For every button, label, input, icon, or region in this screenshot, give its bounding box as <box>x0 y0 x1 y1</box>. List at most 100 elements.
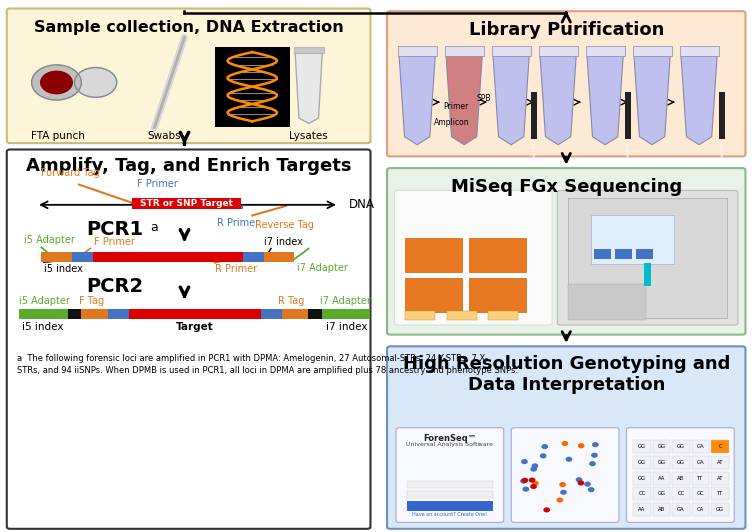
Bar <box>653 440 670 453</box>
Bar <box>407 481 493 488</box>
Circle shape <box>592 453 597 457</box>
Circle shape <box>531 467 536 471</box>
Text: Magnet: Magnet <box>531 142 536 162</box>
Bar <box>653 487 670 501</box>
Text: AT: AT <box>717 476 724 480</box>
Polygon shape <box>634 56 670 145</box>
Bar <box>568 284 647 320</box>
Text: i7 index: i7 index <box>325 322 367 332</box>
Bar <box>282 309 308 319</box>
Text: PCR1: PCR1 <box>87 220 144 239</box>
Text: Primer: Primer <box>443 102 468 111</box>
Bar <box>718 92 725 139</box>
Bar <box>625 92 632 139</box>
Text: a: a <box>150 221 157 234</box>
Circle shape <box>521 479 526 483</box>
Polygon shape <box>295 53 322 123</box>
Bar <box>712 487 729 501</box>
FancyBboxPatch shape <box>557 190 738 325</box>
Polygon shape <box>540 56 576 145</box>
Text: AB: AB <box>658 507 665 512</box>
Bar <box>672 487 690 501</box>
Text: Have an account? Create One!: Have an account? Create One! <box>413 512 487 517</box>
Bar <box>405 311 435 320</box>
FancyBboxPatch shape <box>387 346 745 529</box>
Text: Forward Tag: Forward Tag <box>41 168 100 178</box>
Text: Sample collection, DNA Extraction: Sample collection, DNA Extraction <box>34 20 343 35</box>
Bar <box>81 309 108 319</box>
FancyBboxPatch shape <box>7 9 370 143</box>
FancyBboxPatch shape <box>626 428 734 522</box>
Bar <box>108 309 129 319</box>
Circle shape <box>523 478 528 482</box>
Bar <box>633 487 651 501</box>
Circle shape <box>529 478 535 482</box>
Circle shape <box>566 458 572 461</box>
Circle shape <box>542 445 547 448</box>
Bar <box>243 252 264 262</box>
Bar <box>633 440 651 453</box>
Bar <box>633 472 651 485</box>
Text: Universal Analysis Software: Universal Analysis Software <box>407 442 493 446</box>
Text: GG: GG <box>638 476 646 480</box>
Bar <box>407 501 493 511</box>
FancyBboxPatch shape <box>395 190 552 325</box>
Bar <box>294 47 324 53</box>
Text: GG: GG <box>638 460 646 465</box>
Circle shape <box>562 442 568 445</box>
Bar <box>492 46 531 56</box>
Bar <box>590 215 674 264</box>
Text: i5 Adapter: i5 Adapter <box>19 296 70 306</box>
Bar <box>672 440 690 453</box>
Bar <box>538 46 578 56</box>
Text: GG: GG <box>657 492 666 496</box>
Bar <box>672 503 690 516</box>
Circle shape <box>578 481 584 485</box>
Circle shape <box>41 71 72 94</box>
Text: PCR2: PCR2 <box>87 277 144 296</box>
Text: F Primer: F Primer <box>137 179 178 189</box>
Bar <box>636 250 653 259</box>
Text: R Primer: R Primer <box>215 264 257 275</box>
Text: Amplify, Tag, and Enrich Targets: Amplify, Tag, and Enrich Targets <box>26 157 352 175</box>
Circle shape <box>541 454 546 458</box>
Circle shape <box>75 68 117 97</box>
Bar <box>469 238 526 272</box>
Text: Library Purification: Library Purification <box>468 21 664 39</box>
Text: GG: GG <box>677 444 685 450</box>
Text: CA: CA <box>697 507 704 512</box>
Bar <box>712 440 729 453</box>
Text: a  The following forensic loci are amplified in PCR1 with DPMA: Amelogenin, 27 A: a The following forensic loci are amplif… <box>17 354 519 375</box>
Text: GC: GC <box>697 492 704 496</box>
Circle shape <box>589 488 594 492</box>
Text: MiSeq FGx Sequencing: MiSeq FGx Sequencing <box>450 178 682 196</box>
FancyBboxPatch shape <box>511 428 619 522</box>
Text: AA: AA <box>639 507 645 512</box>
Text: GA: GA <box>697 444 704 450</box>
Circle shape <box>560 483 566 486</box>
FancyBboxPatch shape <box>387 11 745 156</box>
Bar <box>405 238 462 272</box>
Text: i5 index: i5 index <box>22 322 64 332</box>
Text: Lysates: Lysates <box>289 131 328 140</box>
Circle shape <box>32 65 81 100</box>
Circle shape <box>532 464 538 468</box>
Bar <box>712 456 729 469</box>
Text: C: C <box>718 444 722 450</box>
Bar <box>444 46 483 56</box>
Bar <box>531 92 538 139</box>
Bar <box>672 456 690 469</box>
Bar <box>586 46 625 56</box>
Text: Reverse Tag: Reverse Tag <box>255 220 313 230</box>
Bar <box>264 252 294 262</box>
Bar <box>644 263 651 286</box>
Bar <box>72 252 93 262</box>
Text: i7 Adapter: i7 Adapter <box>319 296 370 306</box>
Text: GG: GG <box>638 444 646 450</box>
Bar <box>407 491 493 498</box>
Text: GG: GG <box>657 460 666 465</box>
Polygon shape <box>493 56 529 145</box>
Bar <box>653 472 670 485</box>
Bar <box>469 278 526 312</box>
Text: i5 index: i5 index <box>44 264 83 274</box>
